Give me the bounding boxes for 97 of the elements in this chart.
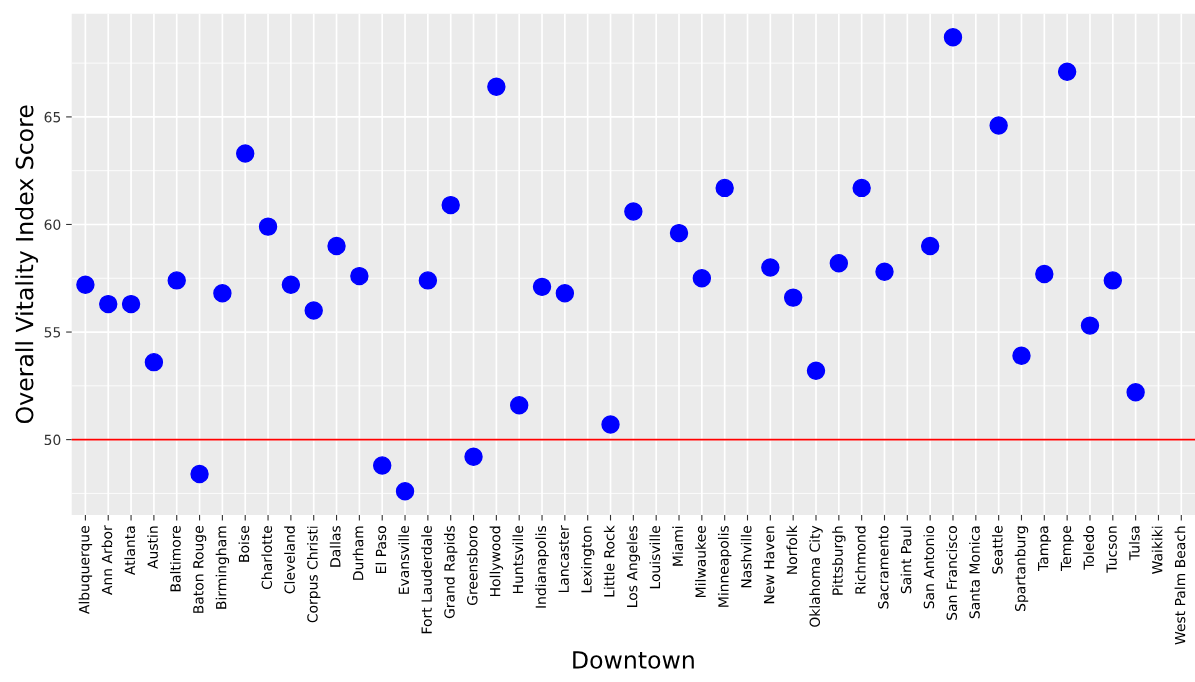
x-tick-label: Lancaster: [558, 525, 569, 593]
x-tick-label: Cleveland: [284, 526, 295, 594]
point: [783, 288, 803, 307]
x-axis-title: Downtown: [573, 651, 694, 669]
point: [373, 456, 392, 475]
point: [1012, 346, 1031, 365]
point: [441, 195, 460, 215]
y-tick-label: 55: [44, 327, 61, 338]
x-tick-label: El Paso: [375, 526, 387, 574]
x-tick-label: Tulsa: [1128, 526, 1140, 561]
x-tick-label: Durham: [352, 526, 364, 580]
x-tick-label: Santa Monica: [969, 526, 980, 619]
x-tick-label: Waikiki: [1151, 526, 1163, 574]
x-tick-label: Milwaukee: [695, 526, 706, 597]
x-tick-label: Spartanburg: [1014, 526, 1029, 611]
point: [555, 284, 575, 303]
y-tick-label: 65: [44, 111, 61, 123]
x-tick-label: San Francisco: [946, 526, 958, 620]
point: [1035, 264, 1054, 284]
point: [121, 294, 141, 314]
x-tick-label: Tampa: [1038, 526, 1052, 571]
y-tick-label: 60: [44, 219, 61, 230]
x-tick-label: Charlotte: [261, 526, 273, 590]
point: [76, 275, 95, 294]
point: [532, 277, 552, 297]
x-tick-label: Sacramento: [878, 526, 889, 609]
x-tick-label: New Haven: [764, 526, 775, 604]
point: [624, 202, 643, 221]
x-tick-label: Miami: [672, 526, 684, 566]
x-tick-label: Tempe: [1060, 526, 1074, 571]
point: [1080, 316, 1100, 335]
x-tick-label: West Palm Beach: [1174, 526, 1186, 645]
point: [213, 284, 232, 303]
point: [281, 275, 301, 294]
point: [875, 262, 894, 282]
x-tick-label: Grand Rapids: [443, 526, 458, 619]
point: [395, 482, 415, 501]
point: [989, 116, 1008, 135]
point: [236, 144, 255, 163]
x-tick-label: Tucson: [1106, 526, 1117, 573]
point: [350, 266, 369, 286]
point: [304, 301, 323, 320]
x-tick-label: Hollywood: [489, 526, 504, 597]
point: [829, 253, 849, 273]
x-tick-label: Fort Lauderdale: [421, 526, 432, 634]
x-tick-label: Norfolk: [786, 525, 798, 574]
x-tick-label: Corpus Christi: [306, 526, 321, 623]
point: [190, 464, 209, 484]
x-tick-label: Boise: [238, 526, 250, 562]
point: [167, 271, 186, 290]
x-tick-label: Albuquerque: [78, 526, 93, 614]
x-tick-label: Austin: [147, 526, 158, 569]
x-tick-label: Little Rock: [603, 525, 615, 597]
x-tick-label: Evansville: [398, 526, 410, 594]
point: [852, 178, 871, 198]
point: [327, 236, 346, 256]
x-tick-label: Lexington: [580, 526, 595, 593]
point: [669, 223, 689, 243]
point: [692, 269, 712, 288]
point: [1103, 271, 1123, 290]
x-tick-label: Toledo: [1083, 526, 1095, 570]
x-tick-label: Nashville: [740, 526, 752, 588]
x-tick-label: Baton Rouge: [193, 526, 207, 613]
x-tick-label: Indianapolis: [535, 526, 549, 608]
point: [943, 28, 963, 47]
x-tick-label: Seattle: [991, 526, 1003, 574]
x-tick-label: Greensboro: [466, 526, 478, 606]
x-tick-label: Los Angeles: [626, 526, 641, 607]
point: [601, 415, 620, 434]
point: [761, 258, 780, 277]
x-tick-label: Huntsville: [512, 526, 524, 594]
point: [715, 178, 734, 198]
point: [258, 217, 278, 236]
x-tick-label: Ann Arbor: [101, 525, 113, 595]
x-tick-label: Baltimore: [170, 526, 181, 592]
point: [99, 294, 118, 314]
point: [144, 352, 164, 372]
y-axis-title: Overall Vitality Index Score: [15, 105, 39, 424]
point: [464, 447, 483, 467]
point: [487, 77, 506, 96]
x-tick-label: Dallas: [329, 526, 341, 567]
y-tick-label: 50: [44, 434, 61, 446]
point: [509, 395, 529, 415]
x-tick-label: Minneapolis: [717, 526, 732, 607]
point: [920, 236, 940, 256]
point: [1126, 383, 1145, 402]
x-tick-label: Saint Paul: [900, 526, 912, 594]
x-tick-label: San Antonio: [923, 526, 935, 609]
point: [1057, 62, 1077, 81]
x-tick-label: Pittsburgh: [832, 526, 846, 595]
x-tick-label: Atlanta: [124, 526, 136, 576]
point: [418, 271, 438, 290]
x-tick-label: Oklahoma City: [809, 525, 823, 627]
x-tick-label: Louisville: [649, 526, 661, 589]
point: [806, 361, 826, 380]
x-tick-label: Birmingham: [215, 526, 230, 609]
x-tick-label: Richmond: [854, 526, 866, 594]
